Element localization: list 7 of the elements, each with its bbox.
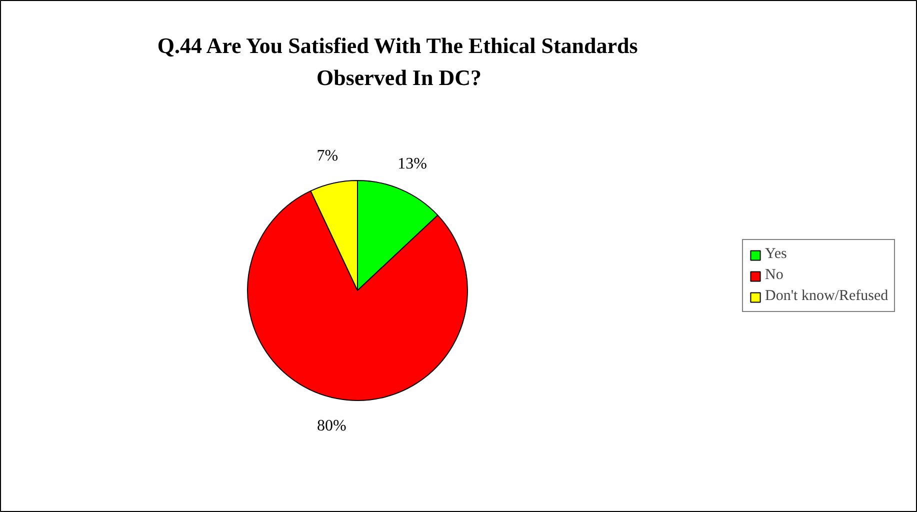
legend-label: No	[765, 267, 784, 284]
legend-label: Yes	[765, 246, 787, 263]
data-label: 7%	[316, 147, 338, 164]
legend-label: Don't know/Refused	[765, 288, 888, 305]
data-label: 80%	[316, 418, 346, 435]
chart-title: Q.44 Are You Satisfied With The Ethical Standards Observed In DC?	[157, 33, 638, 90]
data-label: 13%	[398, 155, 427, 172]
